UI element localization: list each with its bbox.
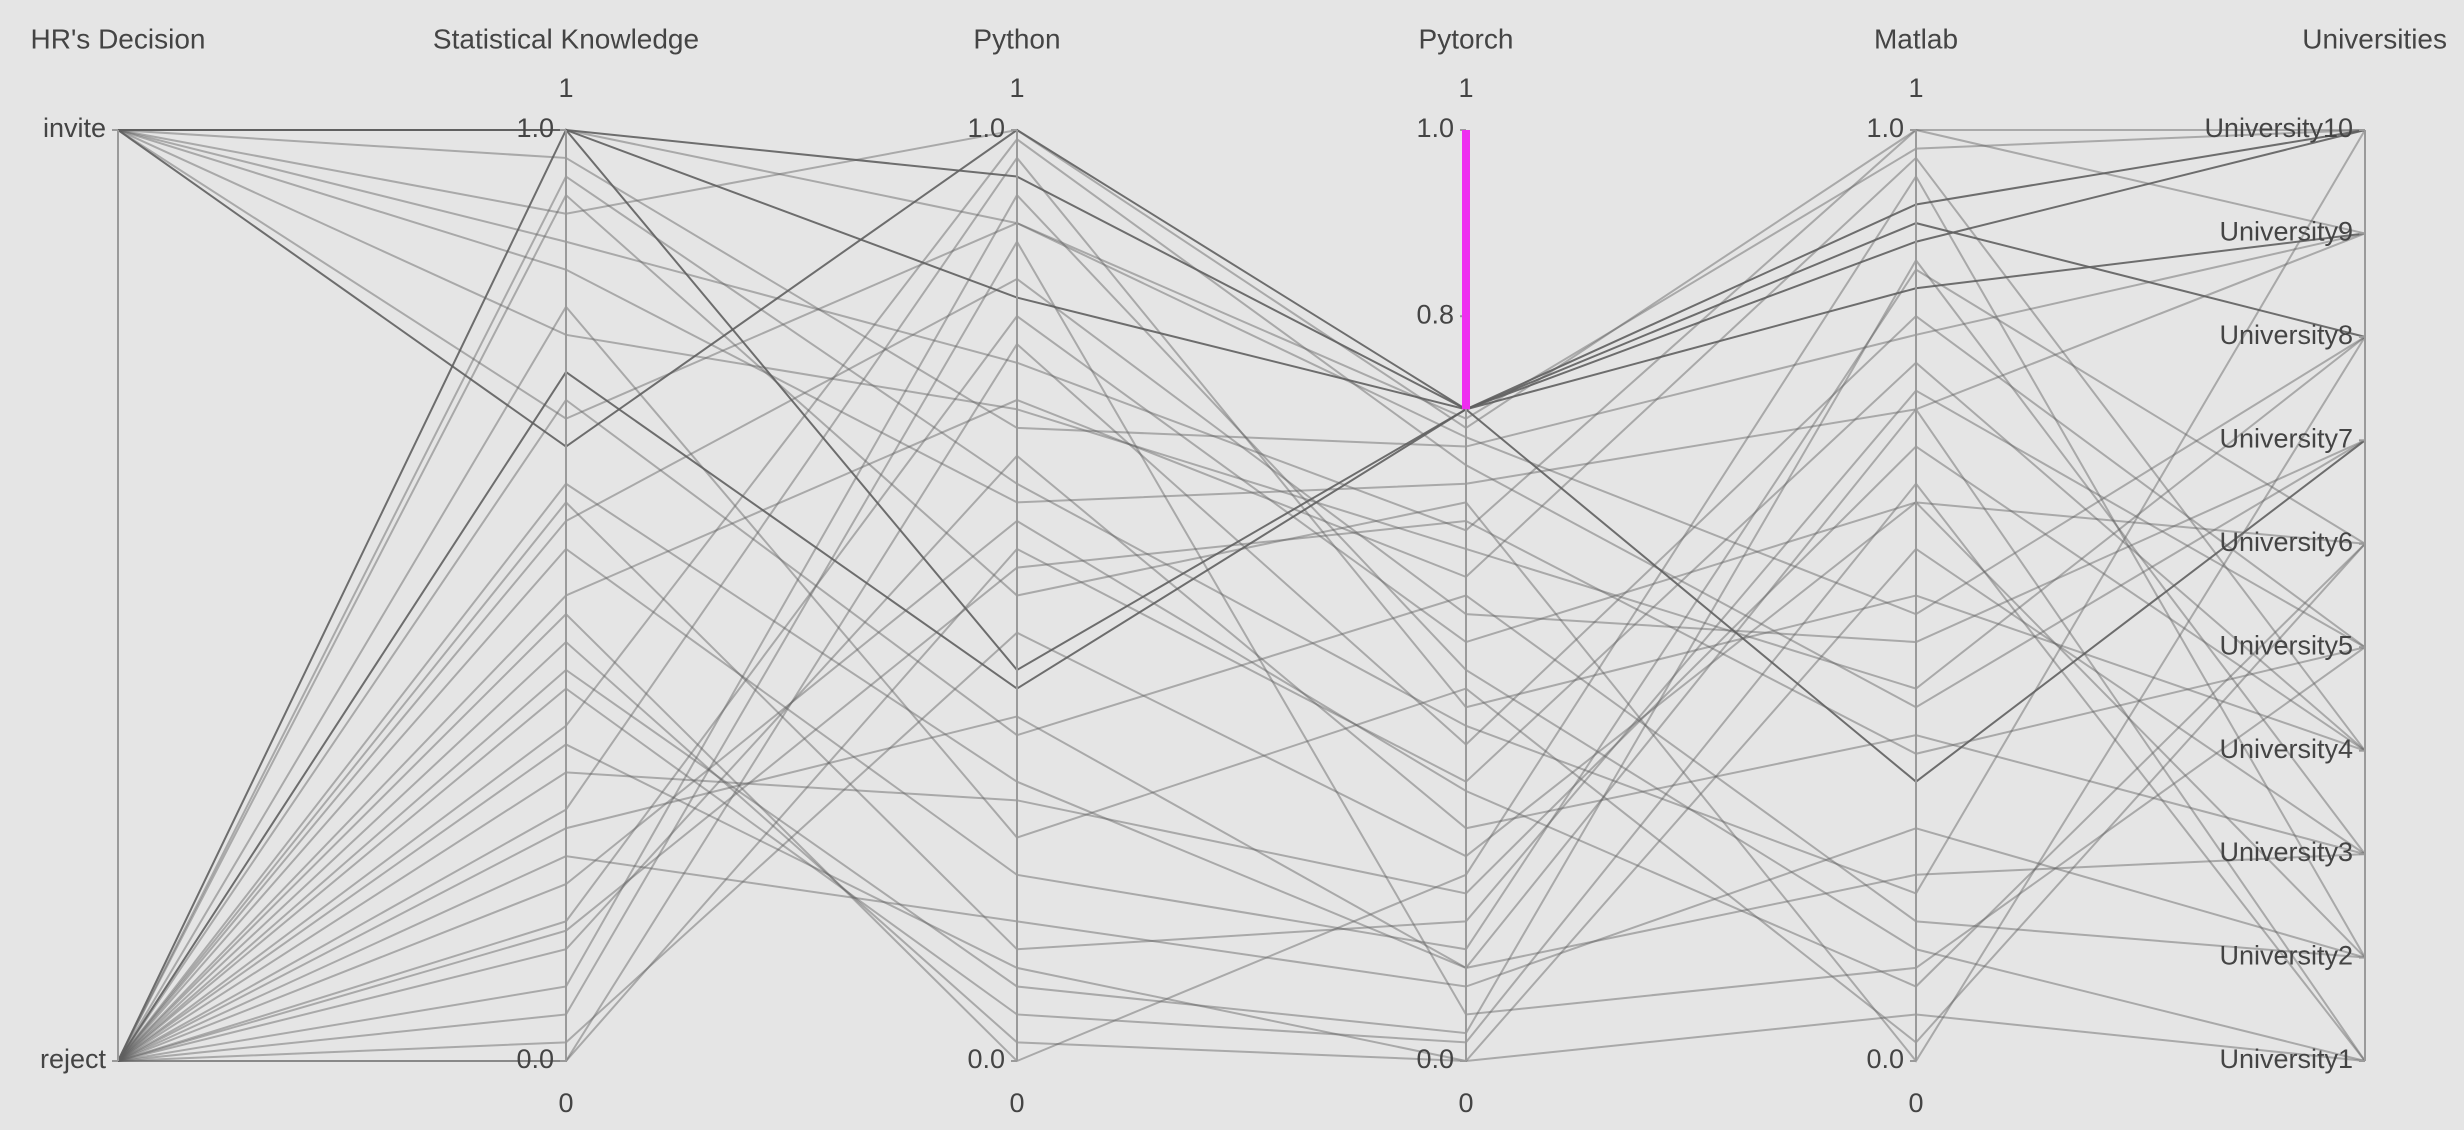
axes: HR's Decision reject invite Statistical Kno… [31,23,2447,1118]
tick-label: University2 [2219,941,2353,971]
range-min-label: 0 [1009,1088,1024,1118]
tick-label: 1.0 [1866,113,1904,143]
data-line [117,174,2366,1063]
data-line [117,277,2366,1062]
data-line [117,129,2366,448]
range-max-label: 1 [1908,73,1923,103]
data-line [117,129,2366,690]
tick-label: University3 [2219,837,2353,867]
tick-label: 0.0 [1416,1044,1454,1074]
data-line [117,827,2366,1062]
data-line [117,314,2366,1062]
tick-label: University5 [2219,630,2353,660]
axis-title: Universities [2302,23,2447,54]
data-line [117,137,2366,1062]
data-line [117,482,2366,1062]
data-line [117,501,2366,1062]
tick-label: University8 [2219,320,2353,350]
tick-label: 0.0 [967,1044,1005,1074]
tick-label: invite [43,113,106,143]
tick-label: 0.0 [1866,1044,1904,1074]
data-line [117,128,2366,430]
tick-label: reject [40,1044,107,1074]
data-line [117,407,2366,1062]
tick-label: 1.0 [967,113,1005,143]
range-min-label: 0 [1908,1088,1923,1118]
constraint-range [1462,130,1470,410]
data-line [117,156,2366,1062]
axis-title: Statistical Knowledge [433,23,699,54]
data-line [117,454,2366,1062]
axis-title: Matlab [1874,23,1958,54]
data-line [117,398,2366,1062]
tick-label: University1 [2219,1044,2353,1074]
data-line [117,129,2366,616]
data-line [118,361,2366,1062]
data-line [117,258,2366,1062]
tick-label: 0.8 [1416,299,1454,329]
data-line [118,314,2366,1062]
tick-label: 1.0 [1416,113,1454,143]
data-line [117,389,2366,1062]
data-line [117,445,2366,1062]
data-line [117,129,2365,532]
data-line [117,482,2366,1062]
data-line [117,222,2366,1062]
tick-label: University9 [2219,217,2353,247]
data-line [117,519,2366,1062]
data-line [117,156,2366,1062]
data-line [117,519,2366,1062]
polylines [117,128,2366,1063]
data-line [117,128,2366,448]
data-line [117,129,2366,1062]
data-line [117,305,2366,1062]
tick-label: University4 [2219,734,2353,764]
range-max-label: 1 [1458,73,1473,103]
range-min-label: 0 [1458,1088,1473,1118]
data-line [117,193,2366,1062]
range-max-label: 1 [558,73,573,103]
tick-label: 1.0 [516,113,554,143]
tick-label: University6 [2219,527,2353,557]
range-max-label: 1 [1009,73,1024,103]
tick-label: University10 [2204,113,2353,143]
range-min-label: 0 [558,1088,573,1118]
data-line [118,129,2366,411]
data-line [117,129,2366,504]
axis-title: Pytorch [1419,23,1514,54]
data-line [117,547,2366,1063]
data-line [117,743,2366,1063]
axis-title: HR's Decision [31,23,206,54]
tick-label: University7 [2219,423,2353,453]
tick-label: 0.0 [516,1044,554,1074]
data-line [117,239,2366,1062]
data-line [117,128,2366,1062]
data-line [117,268,2366,1062]
axis-title: Python [973,23,1060,54]
